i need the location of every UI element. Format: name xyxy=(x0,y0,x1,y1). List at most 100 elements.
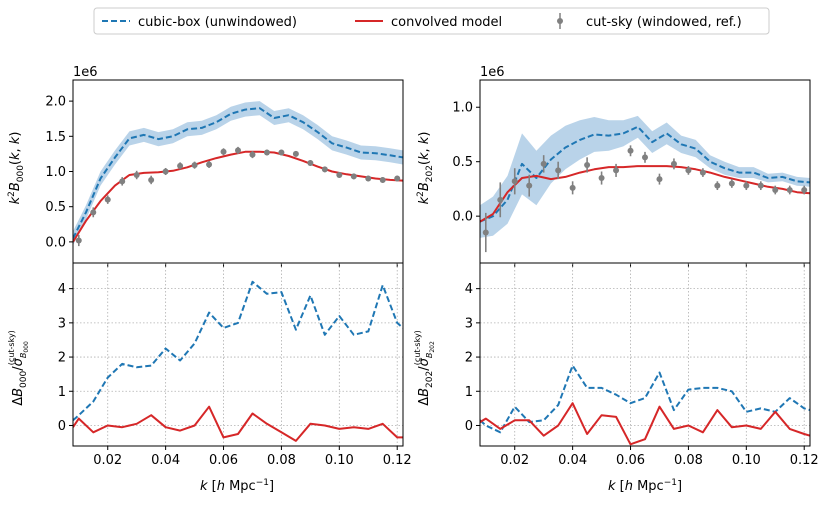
point-cutsky-0 xyxy=(75,234,82,247)
point-cutsky-3 xyxy=(526,174,533,197)
point-cutsky-5 xyxy=(555,161,562,180)
offset-text-top-right: 1e6 xyxy=(480,65,505,80)
point-cutsky-3 xyxy=(119,177,126,186)
point-cutsky-19 xyxy=(757,181,764,191)
point-cutsky-2 xyxy=(511,168,518,195)
ytick-label-1: 1 xyxy=(58,385,66,400)
ylabel-top-right: k2B202(k, k) xyxy=(416,132,435,205)
series-model xyxy=(73,150,403,243)
ytick-label-2: 2 xyxy=(465,351,473,366)
band-cubic xyxy=(73,101,403,246)
xtick-label-1: 0.04 xyxy=(151,453,180,468)
xtick-label-3: 0.08 xyxy=(674,453,703,468)
xtick-label-1: 0.04 xyxy=(558,453,587,468)
legend-model-label: convolved model xyxy=(391,15,502,30)
legend-cubic-label: cubic-box (unwindowed) xyxy=(138,15,297,30)
xtick-label-5: 0.12 xyxy=(790,453,819,468)
series-model xyxy=(480,402,810,446)
point-cutsky-14 xyxy=(685,166,692,175)
point-cutsky-4 xyxy=(540,155,547,173)
band-cubic xyxy=(480,115,810,238)
ytick-label-1: 1 xyxy=(465,385,473,400)
ytick-label-0: 0 xyxy=(58,419,66,434)
point-cutsky-6 xyxy=(569,181,576,195)
point-cutsky-10 xyxy=(220,148,227,156)
ylabel-top-left: k2B000(k, k) xyxy=(7,132,26,205)
point-cutsky-2 xyxy=(104,195,111,204)
point-cutsky-7 xyxy=(584,157,591,173)
ytick-label-4: 2.0 xyxy=(45,95,66,110)
ytick-label-4: 4 xyxy=(465,282,473,297)
ytick-label-0: 0 xyxy=(465,419,473,434)
point-cutsky-19 xyxy=(350,173,357,180)
axes-frame xyxy=(479,262,811,447)
point-cutsky-8 xyxy=(191,161,198,169)
point-cutsky-15 xyxy=(292,150,299,157)
point-cutsky-6 xyxy=(162,167,169,176)
plot-area xyxy=(73,280,403,442)
point-cutsky-21 xyxy=(786,185,793,195)
ytick-label-3: 3 xyxy=(465,316,473,331)
plot-area xyxy=(480,115,810,253)
point-cutsky-7 xyxy=(177,162,184,170)
point-cutsky-13 xyxy=(670,158,677,170)
xtick-label-5: 0.12 xyxy=(383,453,412,468)
point-cutsky-17 xyxy=(321,166,328,173)
series-cubic xyxy=(480,364,810,434)
point-cutsky-15 xyxy=(699,168,706,177)
point-cutsky-12 xyxy=(249,151,256,159)
point-cutsky-1 xyxy=(90,207,97,218)
plot-area xyxy=(480,364,810,446)
ytick-label-3: 3 xyxy=(58,316,66,331)
xtick-label-2: 0.06 xyxy=(209,453,238,468)
ylabel-bottom-left: ΔB000/σB000(cut-sky) xyxy=(7,330,30,406)
point-cutsky-9 xyxy=(206,160,213,168)
panel-top-left: 1e6 0.0 0.5 1.0 1.5 2.0 xyxy=(45,65,404,267)
point-cutsky-22 xyxy=(394,175,401,182)
xlabel-right: k [h Mpc−1] xyxy=(608,478,682,494)
point-cutsky-0 xyxy=(482,212,489,253)
point-cutsky-9 xyxy=(613,163,620,177)
plot-area xyxy=(73,101,403,247)
legend-cutsky-swatch xyxy=(557,13,563,29)
point-cutsky-11 xyxy=(235,146,241,154)
series-cubic xyxy=(73,107,403,239)
series-cubic xyxy=(73,280,403,422)
ytick-label-0: 0.0 xyxy=(452,210,473,225)
xtick-label-0: 0.02 xyxy=(93,453,122,468)
legend-frame xyxy=(93,7,770,35)
legend-cutsky-label: cut-sky (windowed, ref.) xyxy=(586,15,742,30)
point-cutsky-20 xyxy=(772,185,779,195)
axes-frame xyxy=(72,262,404,447)
series-model xyxy=(480,165,810,223)
ytick-label-4: 4 xyxy=(58,282,66,297)
xtick-label-3: 0.08 xyxy=(267,453,296,468)
point-cutsky-11 xyxy=(642,151,648,163)
point-cutsky-20 xyxy=(365,175,372,182)
panel-bottom-right: 0 1 2 3 4 0.02 0.04 0.06 0.08 0.10 0.12 xyxy=(465,262,819,468)
ylabel-bottom-right: ΔB202/σB202(cut-sky) xyxy=(413,330,436,406)
xlabel-left: k [h Mpc−1] xyxy=(200,478,274,494)
ytick-label-2: 1.0 xyxy=(452,101,473,116)
point-cutsky-14 xyxy=(278,149,285,156)
point-cutsky-18 xyxy=(743,181,750,191)
ytick-label-2: 1.0 xyxy=(45,165,66,180)
xtick-label-4: 0.10 xyxy=(325,453,354,468)
panel-top-right: 1e6 0.0 0.5 1.0 xyxy=(452,65,811,267)
ytick-label-1: 0.5 xyxy=(452,155,473,170)
ytick-label-2: 2 xyxy=(58,351,66,366)
xtick-label-2: 0.06 xyxy=(616,453,645,468)
xtick-label-4: 0.10 xyxy=(732,453,761,468)
series-model xyxy=(73,405,403,442)
point-cutsky-12 xyxy=(656,173,663,185)
legend: cubic-box (unwindowed) convolved model c… xyxy=(93,7,770,35)
point-cutsky-17 xyxy=(728,179,735,188)
point-cutsky-16 xyxy=(714,181,721,191)
point-cutsky-21 xyxy=(379,176,386,183)
point-cutsky-16 xyxy=(307,160,314,167)
point-cutsky-8 xyxy=(598,171,605,185)
xtick-label-0: 0.02 xyxy=(500,453,529,468)
point-cutsky-5 xyxy=(148,175,155,185)
ytick-label-0: 0.0 xyxy=(45,235,66,250)
